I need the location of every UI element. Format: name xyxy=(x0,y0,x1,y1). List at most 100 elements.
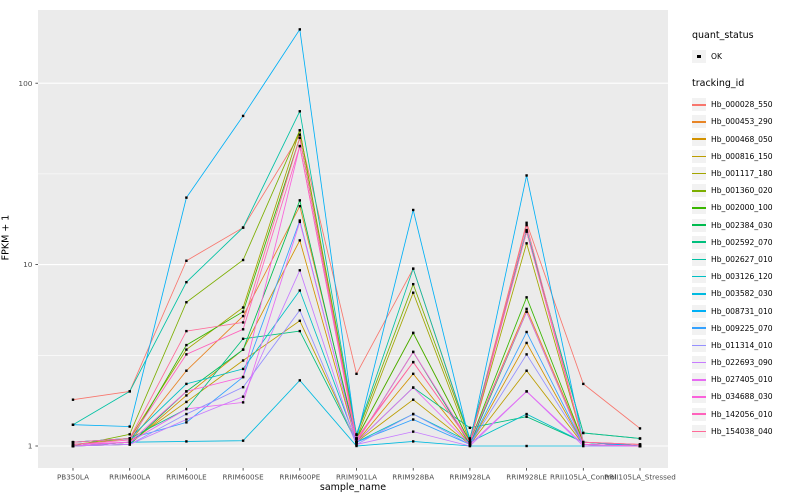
data-point xyxy=(355,440,358,444)
legend-title-quant-status: quant_status xyxy=(692,30,754,41)
legend-key-swatch xyxy=(692,184,706,198)
data-point xyxy=(298,28,301,31)
data-point xyxy=(71,398,75,401)
data-point xyxy=(525,412,528,416)
data-point xyxy=(355,444,358,448)
data-point xyxy=(241,348,245,351)
data-point xyxy=(412,430,415,433)
data-point xyxy=(128,437,131,440)
data-point xyxy=(412,418,415,421)
data-point xyxy=(298,129,301,132)
data-point xyxy=(298,379,301,382)
legend-item-Hb_022693_090: Hb_022693_090 xyxy=(692,354,798,371)
y-tick-label: 10 xyxy=(23,260,33,269)
legend-item-Hb_002627_010: Hb_002627_010 xyxy=(692,251,798,268)
line-swatch-icon xyxy=(692,293,706,295)
data-point xyxy=(582,431,585,435)
data-point xyxy=(468,440,472,444)
data-point xyxy=(525,230,528,233)
legend-item-Hb_000453_290: Hb_000453_290 xyxy=(692,113,798,130)
data-point xyxy=(128,390,131,393)
legend-key-swatch xyxy=(692,218,706,232)
line-swatch-icon xyxy=(692,103,706,106)
line-swatch-icon xyxy=(692,327,706,329)
line-swatch-icon xyxy=(692,344,706,347)
data-point xyxy=(241,375,245,379)
legend-item-label: Hb_000816_150 xyxy=(711,151,773,161)
data-point xyxy=(185,348,188,351)
data-point xyxy=(468,426,472,429)
data-point xyxy=(412,398,415,401)
data-point xyxy=(525,341,528,345)
line-swatch-icon xyxy=(692,155,706,158)
data-point xyxy=(241,359,245,362)
data-point xyxy=(185,382,188,386)
legend-key-swatch xyxy=(692,115,706,129)
legend-item-ok: OK xyxy=(692,48,798,65)
data-point xyxy=(298,144,301,148)
legend-key-swatch xyxy=(692,390,706,404)
line-swatch-icon xyxy=(692,189,706,192)
legend-title-tracking-id: tracking_id xyxy=(692,78,745,90)
data-point xyxy=(412,267,415,270)
data-point xyxy=(241,258,245,262)
y-tick-labels: 1 10 100 xyxy=(18,79,32,451)
data-point xyxy=(185,440,188,443)
data-point xyxy=(525,444,528,448)
data-point xyxy=(525,415,528,418)
legend-key-swatch xyxy=(692,201,706,215)
legend-item-label: Hb_027405_010 xyxy=(711,375,773,385)
data-point xyxy=(412,331,415,335)
y-axis-title: FPKM + 1 xyxy=(0,214,12,261)
data-point xyxy=(412,440,415,443)
x-tick-labels: PB350LA RRIM600LA RRIM600LE RRIM600SE RRIM60… xyxy=(57,473,676,482)
x-tick-label: RRIM928BA xyxy=(392,473,434,482)
data-point xyxy=(298,204,301,208)
legend-item-label: Hb_003582_030 xyxy=(711,289,773,299)
data-point xyxy=(185,353,188,356)
data-point xyxy=(525,330,528,334)
data-point xyxy=(525,228,528,232)
data-point xyxy=(185,280,188,284)
data-point xyxy=(185,369,188,372)
legend-item-label: Hb_003126_120 xyxy=(711,272,773,282)
legend-key-swatch xyxy=(692,356,706,370)
line-swatch-icon xyxy=(692,207,706,209)
legend-key-swatch xyxy=(692,132,706,146)
data-point xyxy=(298,319,301,322)
data-point xyxy=(412,386,415,389)
legend-key-swatch xyxy=(692,235,706,249)
data-point xyxy=(298,269,301,272)
line-swatch-icon xyxy=(692,396,706,398)
legend-item-label: Hb_001360_020 xyxy=(711,186,773,196)
legend-items-tracking-id: Hb_000028_550 Hb_000453_290 Hb_000468_050 H… xyxy=(692,96,798,440)
data-point xyxy=(128,443,131,446)
x-axis-title: sample_name xyxy=(319,482,387,493)
data-point xyxy=(412,372,415,376)
data-point xyxy=(468,444,472,448)
panel-background xyxy=(38,10,668,468)
x-tick-label: RRIM600LE xyxy=(166,473,207,482)
legend-key-swatch xyxy=(692,373,706,387)
data-point xyxy=(241,314,245,318)
x-tick-label: RRIM600SE xyxy=(223,473,265,482)
legend-item-label: Hb_142056_010 xyxy=(711,409,773,419)
legend-item-Hb_008731_010: Hb_008731_010 xyxy=(692,302,798,319)
data-point xyxy=(71,423,75,426)
line-swatch-icon xyxy=(692,172,706,175)
data-point xyxy=(185,407,188,411)
line-swatch-icon xyxy=(692,378,706,381)
point-marker-key xyxy=(692,50,706,64)
data-point xyxy=(525,221,528,224)
data-point xyxy=(71,443,75,446)
legend-item-label: Hb_000468_050 xyxy=(711,134,773,144)
data-point xyxy=(525,223,528,227)
legend-item-label: Hb_000028_550 xyxy=(711,100,773,110)
legend-item-Hb_003582_030: Hb_003582_030 xyxy=(692,285,798,302)
line-swatch-icon xyxy=(692,310,706,312)
data-point xyxy=(298,133,301,136)
data-point xyxy=(241,328,245,331)
data-point xyxy=(241,337,245,340)
legend-key-swatch xyxy=(692,321,706,335)
